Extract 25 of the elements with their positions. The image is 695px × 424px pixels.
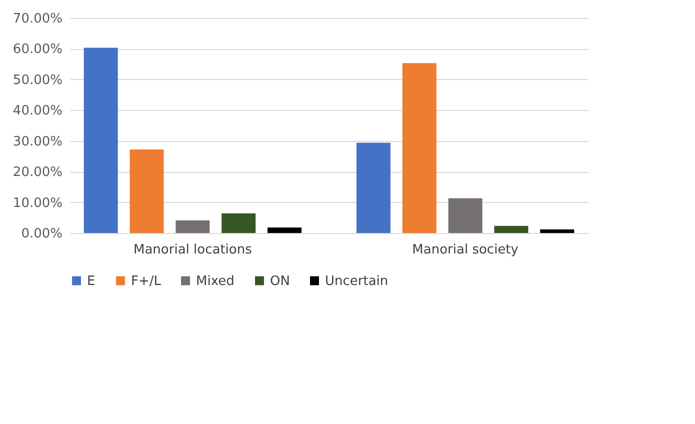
legend-label: Uncertain [325, 274, 388, 289]
y-tick-label: 0.00% [21, 226, 62, 242]
bar [540, 229, 574, 233]
y-tick-label: 10.00% [12, 196, 62, 211]
y-tick-label: 60.00% [12, 42, 62, 58]
bar [84, 48, 118, 233]
y-tick-label: 30.00% [12, 134, 62, 150]
bar [448, 198, 482, 233]
legend-label: E [87, 274, 96, 289]
y-tick-label: 20.00% [12, 165, 62, 180]
bar [130, 149, 164, 233]
x-tick-label: Manorial society [412, 242, 519, 258]
bar [356, 142, 390, 233]
bar [222, 213, 256, 233]
bar [402, 63, 436, 233]
bar [176, 220, 210, 233]
legend-label: F+/L [131, 274, 162, 289]
bar [268, 227, 302, 233]
y-tick-label: 50.00% [12, 72, 62, 88]
y-tick-label: 70.00% [12, 12, 62, 26]
bar [494, 226, 528, 233]
legend-label: Mixed [196, 274, 234, 289]
legend-label: ON [270, 274, 290, 289]
x-tick-label: Manorial locations [133, 242, 252, 258]
y-tick-label: 40.00% [12, 104, 62, 119]
